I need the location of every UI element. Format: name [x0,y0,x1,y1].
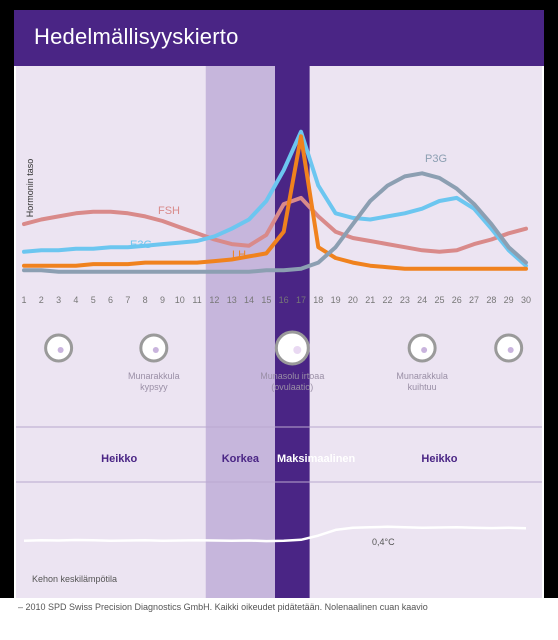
phase-label-high: Korkea [222,453,260,465]
chart-title: Hedelmällisyyskierto [34,24,239,49]
egg-cell-icon [57,347,64,353]
phase-label: Heikko [421,453,457,465]
day-tick-label: 28 [486,295,496,305]
day-tick-label: 4 [73,295,78,305]
series-label-fsh: FSH [158,205,180,217]
temperature-label: Kehon keskilämpötila [32,574,117,584]
copyright-text: – 2010 SPD Swiss Precision Diagnostics G… [18,602,428,612]
series-line-lh [22,134,528,271]
day-tick-label: 18 [313,295,323,305]
day-tick-label: 30 [521,295,531,305]
title-bar [14,10,544,66]
egg-cell-icon [152,347,159,353]
day-tick-label: 9 [160,295,165,305]
day-tick-label: 14 [244,295,254,305]
day-tick-label: 24 [417,295,427,305]
series-line-e3g [22,129,528,268]
day-tick-label: 26 [452,295,462,305]
follicle-icon [274,330,310,366]
day-tick-label: 15 [261,295,271,305]
y-axis-label: Hormonin taso [25,159,35,218]
day-tick-label: 23 [400,295,410,305]
series-line-fsh [22,195,528,254]
day-tick-label: 2 [39,295,44,305]
day-tick-label: 27 [469,295,479,305]
day-tick-label: 20 [348,295,358,305]
temperature-annotation: 0,4°C [372,537,395,547]
day-tick-label: 16 [279,295,289,305]
day-tick-label: 21 [365,295,375,305]
series-line-p3g [22,171,528,274]
series-label-lh: LH [232,249,246,261]
day-tick-label: 25 [434,295,444,305]
phase-label: Heikko [101,453,137,465]
stage-label: Munasolu irtoaa [260,371,324,381]
day-tick-label: 12 [209,295,219,305]
day-tick-label: 19 [331,295,341,305]
day-tick-label: 13 [227,295,237,305]
day-tick-label: 10 [175,295,185,305]
series-label-e3g: E3G [130,239,152,251]
day-tick-label: 22 [383,295,393,305]
footer [0,598,558,640]
day-tick-label: 17 [296,295,306,305]
day-tick-label: 7 [125,295,130,305]
stage-label: Munarakkula [396,371,448,381]
day-tick-label: 11 [192,295,201,305]
day-tick-label: 29 [504,295,514,305]
day-tick-label: 5 [91,295,96,305]
egg-cell-icon [293,346,302,354]
day-tick-label: 1 [21,295,26,305]
stage-label: kuihtuu [408,382,437,392]
egg-cell-icon [421,347,428,353]
phase-label-peak: Maksimaalinen [277,453,356,465]
day-tick-label: 8 [143,295,148,305]
day-tick-label: 6 [108,295,113,305]
stage-label: Munarakkula [128,371,180,381]
temperature-line [23,525,527,543]
series-label-p3g: P3G [425,153,447,165]
stage-label: (ovulaatio) [271,382,313,392]
day-tick-label: 3 [56,295,61,305]
stage-label: kypsyy [140,382,168,392]
egg-cell-icon [507,347,514,353]
region-band-1 [205,66,275,598]
